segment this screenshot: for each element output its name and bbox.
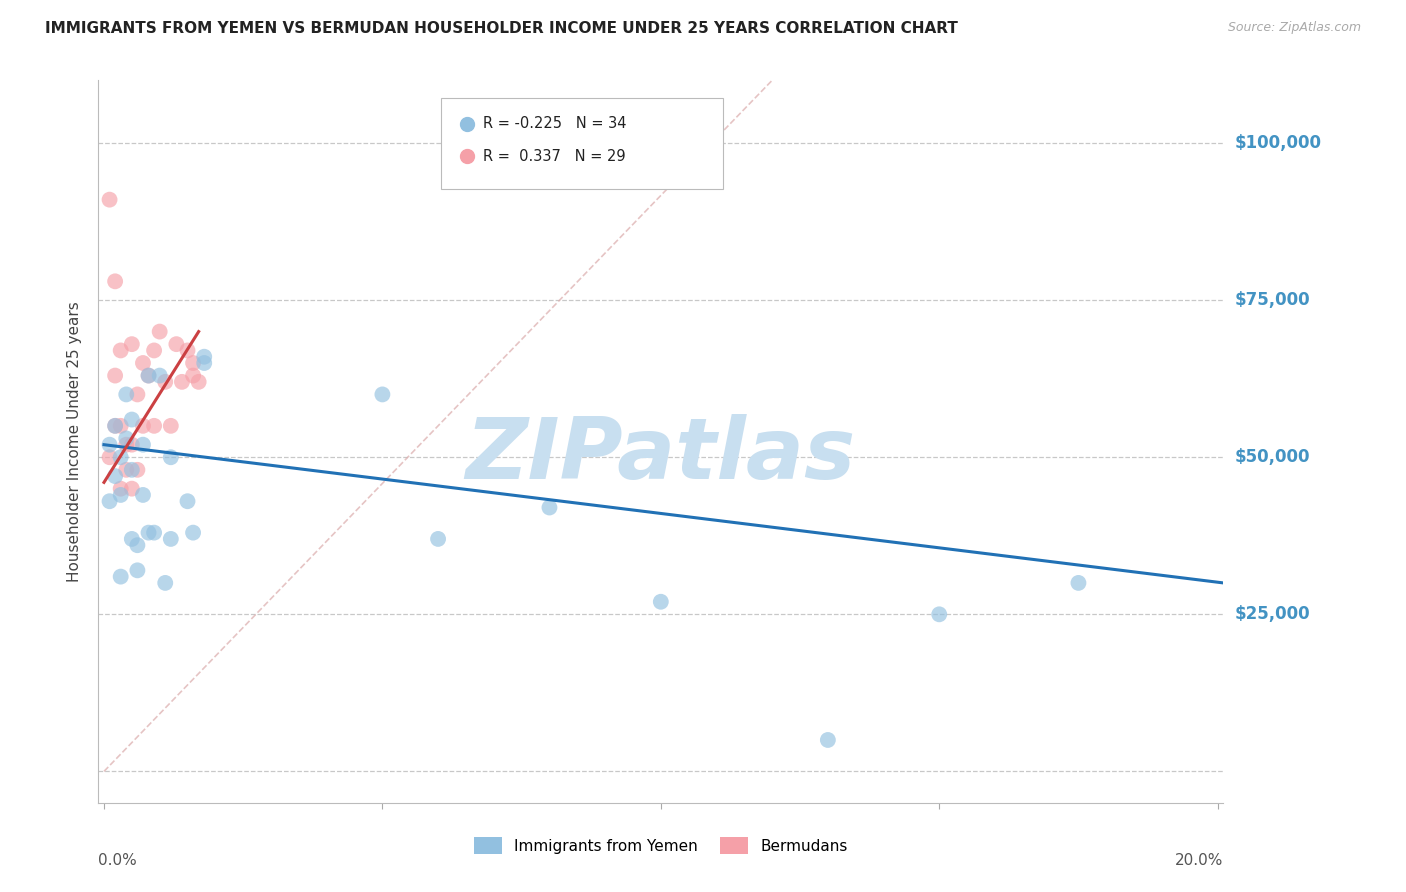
Point (115, 431, 138, 445)
Point (187, 375, 209, 389)
Point (928, 607, 950, 622)
Text: 20.0%: 20.0% (1175, 853, 1223, 868)
Text: R = -0.225   N = 34: R = -0.225 N = 34 (484, 116, 627, 131)
Point (121, 532, 143, 546)
Point (371, 387, 394, 401)
Point (121, 412, 143, 426)
Point (121, 438, 143, 452)
Point (110, 488, 132, 502)
Text: $75,000: $75,000 (1234, 291, 1310, 310)
Text: IMMIGRANTS FROM YEMEN VS BERMUDAN HOUSEHOLDER INCOME UNDER 25 YEARS CORRELATION : IMMIGRANTS FROM YEMEN VS BERMUDAN HOUSEH… (45, 21, 957, 36)
Point (193, 350, 215, 364)
Point (159, 450, 181, 465)
Point (127, 538, 149, 552)
Point (538, 500, 561, 515)
Point (110, 450, 132, 465)
Point (149, 325, 172, 339)
Point (98, 494, 121, 508)
Point (115, 438, 138, 452)
Text: Source: ZipAtlas.com: Source: ZipAtlas.com (1227, 21, 1361, 34)
Point (115, 387, 138, 401)
Point (181, 525, 204, 540)
Text: $100,000: $100,000 (1234, 134, 1322, 153)
Point (143, 418, 166, 433)
Point (104, 368, 127, 383)
Point (127, 387, 149, 401)
Point (138, 525, 160, 540)
Point (650, 595, 672, 609)
Point (121, 482, 143, 496)
Point (121, 337, 143, 351)
Point (104, 469, 127, 483)
Point (132, 438, 155, 452)
Point (138, 368, 160, 383)
Text: ZIPatlas: ZIPatlas (465, 415, 856, 498)
Point (149, 368, 172, 383)
Text: $25,000: $25,000 (1234, 606, 1310, 624)
Point (115, 463, 138, 477)
Point (132, 418, 155, 433)
Point (170, 375, 193, 389)
Point (121, 463, 143, 477)
Point (110, 569, 132, 583)
Text: R =  0.337   N = 29: R = 0.337 N = 29 (484, 149, 626, 163)
Point (159, 532, 181, 546)
Point (165, 337, 187, 351)
Point (127, 463, 149, 477)
Point (104, 418, 127, 433)
Point (159, 418, 181, 433)
Point (110, 343, 132, 358)
Point (817, 733, 839, 747)
Point (138, 368, 160, 383)
Point (110, 418, 132, 433)
Point (127, 563, 149, 577)
Text: $50,000: $50,000 (1234, 449, 1310, 467)
Point (176, 343, 198, 358)
Point (98, 450, 121, 465)
Point (176, 494, 198, 508)
Point (132, 488, 155, 502)
Point (104, 274, 127, 288)
Point (98, 438, 121, 452)
Legend: Immigrants from Yemen, Bermudans: Immigrants from Yemen, Bermudans (468, 831, 853, 860)
Point (155, 375, 177, 389)
Point (132, 356, 155, 370)
Point (110, 482, 132, 496)
Point (143, 525, 166, 540)
Point (155, 575, 177, 590)
Point (193, 356, 215, 370)
Point (427, 532, 450, 546)
Point (181, 368, 204, 383)
FancyBboxPatch shape (441, 98, 723, 189)
Point (98, 193, 121, 207)
Point (104, 418, 127, 433)
Point (143, 343, 166, 358)
Point (181, 356, 204, 370)
Text: 0.0%: 0.0% (98, 853, 138, 868)
Y-axis label: Householder Income Under 25 years: Householder Income Under 25 years (67, 301, 83, 582)
Point (1067, 575, 1090, 590)
